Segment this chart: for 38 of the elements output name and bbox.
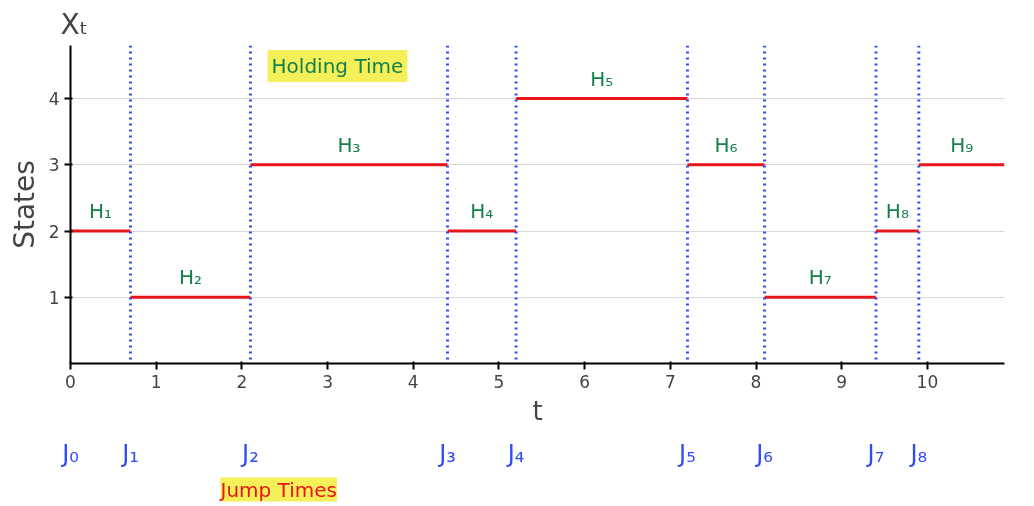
y-tick-label: 2	[48, 221, 60, 242]
y-tick-label: 3	[48, 155, 60, 176]
annotation: H₈	[885, 199, 909, 223]
x-tick-label: 9	[836, 371, 848, 392]
y-axis-title: States	[7, 160, 41, 249]
annotation: H₅	[590, 66, 614, 91]
annotation: H₁	[88, 199, 113, 223]
text: Jump Times	[218, 477, 337, 502]
ref-line-label: J₂	[240, 439, 259, 468]
annotation: H₆	[714, 132, 738, 157]
annotation: H₉	[950, 132, 974, 157]
x-tick-label: 3	[322, 371, 333, 392]
ref-line-label: J₇	[865, 439, 885, 468]
x-tick-label: 8	[750, 371, 762, 392]
x-tick-label: 0	[65, 371, 76, 392]
text: Xₜ	[60, 7, 88, 41]
x-axis-title: t	[532, 395, 543, 426]
ref-line-label: J₈	[908, 439, 928, 468]
x-tick-label: 1	[150, 371, 162, 392]
x-tick-label: 2	[236, 371, 248, 392]
ref-line-label: J₆	[754, 439, 773, 468]
x-tick-label: 7	[664, 371, 676, 392]
ref-line-label: J₄	[505, 439, 525, 468]
annotation: H₇	[808, 265, 832, 290]
x-tick-label: 10	[916, 371, 939, 392]
y-tick-label: 1	[48, 287, 60, 308]
annotation: H₃	[337, 132, 361, 157]
x-tick-label: 6	[579, 371, 591, 392]
y-tick-label: 4	[48, 89, 60, 109]
annotation: H₂	[178, 265, 202, 290]
x-tick-label: 5	[493, 371, 505, 392]
ref-line-label: J₁	[120, 439, 139, 468]
annotation: H₄	[470, 199, 494, 223]
ref-line-label: J₃	[437, 439, 456, 468]
ref-line-label: J₅	[677, 439, 696, 468]
annotation: Holding Time	[271, 53, 404, 78]
text: J₀	[60, 439, 79, 468]
x-tick-label: 4	[407, 371, 419, 392]
